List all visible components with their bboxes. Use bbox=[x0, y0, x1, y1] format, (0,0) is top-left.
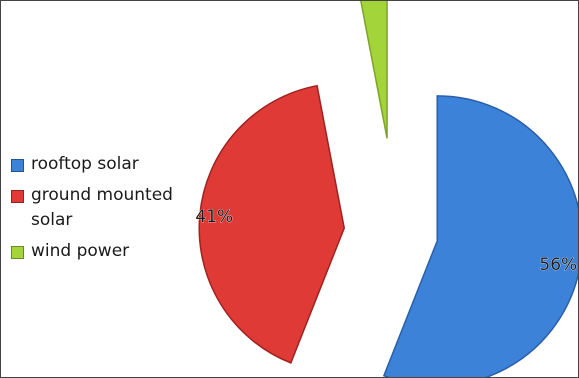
pie-slice-rooftop-solar bbox=[382, 95, 578, 377]
legend-swatch-rooftop-solar bbox=[11, 159, 24, 172]
legend-label: rooftop solar bbox=[31, 154, 139, 174]
legend-swatch-wind-power bbox=[11, 246, 24, 259]
legend-item-wind-power: wind power bbox=[11, 239, 211, 264]
data-label-rooftop-solar: 56% bbox=[539, 255, 577, 275]
legend-label: ground mounted solar bbox=[31, 185, 173, 230]
legend-swatch-ground-mounted-solar bbox=[11, 190, 24, 203]
legend-item-rooftop-solar: rooftop solar bbox=[11, 152, 211, 177]
pie-slice-wind-power bbox=[360, 1, 388, 139]
legend-item-ground-mounted-solar: ground mounted solar bbox=[11, 183, 211, 233]
pie-slice-ground-mounted-solar bbox=[198, 84, 346, 364]
data-label-ground-mounted-solar: 41% bbox=[195, 207, 233, 227]
legend: rooftop solar ground mounted solar wind … bbox=[11, 152, 211, 270]
legend-label: wind power bbox=[31, 241, 130, 261]
